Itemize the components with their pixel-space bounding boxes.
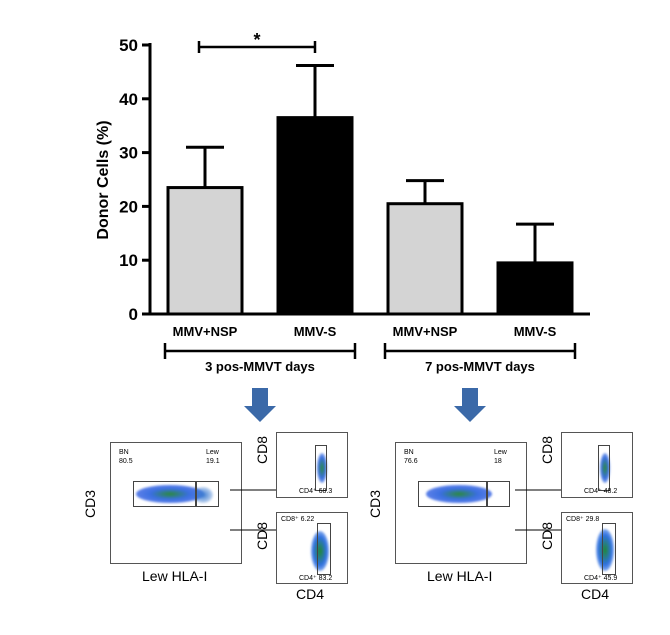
y-tick-label-10: 10 bbox=[119, 251, 138, 270]
facs-cluster bbox=[136, 485, 204, 503]
facs-gate-left bbox=[133, 481, 197, 507]
significance-label: * bbox=[253, 30, 260, 50]
gate-left-value: 76.6 bbox=[404, 458, 418, 465]
facs-bottom-xlabel: CD4 bbox=[581, 586, 610, 602]
gate-right-name: Lew bbox=[494, 449, 507, 456]
down-arrow-icon-right bbox=[454, 388, 486, 422]
bar-2 bbox=[276, 116, 354, 316]
facs-gate-cd4 bbox=[602, 523, 616, 575]
x-tick-label-3: MMV+NSP bbox=[393, 324, 458, 339]
y-axis-label: Donor Cells (%) bbox=[95, 120, 112, 239]
facs-gate-cd4 bbox=[598, 445, 610, 491]
facs-bottom-xlabel: CD4 bbox=[296, 586, 325, 602]
facs-cluster bbox=[426, 485, 492, 503]
facs-cluster bbox=[596, 529, 614, 571]
bar-4 bbox=[496, 261, 574, 316]
bottom-value-label: CD4⁺ 45.9 bbox=[584, 575, 618, 582]
facs-bottom-plot: CD8⁺ 6.22 CD4⁺ 83.2 bbox=[276, 512, 348, 584]
facs-cluster bbox=[193, 487, 213, 503]
facs-panel-2: CD3 BN 76.6 Lew 18 Lew HLA-I CD8 CD4⁺ 48… bbox=[365, 428, 635, 628]
facs-top-plot: CD4⁺ 68.3 bbox=[276, 432, 348, 498]
facs-bottom-ylabel: CD8 bbox=[539, 521, 555, 550]
group-label-1: 3 pos-MMVT days bbox=[205, 359, 315, 374]
axes-layer: MMV+NSP MMV-S MMV+NSP MMV-S 0 10 20 30 40 50 bbox=[119, 36, 590, 339]
top-value-label: CD4⁺ 68.3 bbox=[299, 488, 333, 495]
bars-layer bbox=[166, 63, 574, 316]
gate-left-name: BN bbox=[404, 449, 414, 456]
facs-main-ylabel: CD3 bbox=[367, 489, 383, 518]
bar-1 bbox=[166, 186, 244, 316]
gate-right-value: 18 bbox=[494, 458, 502, 465]
down-arrow-icon-left bbox=[244, 388, 276, 422]
gate-right-value: 19.1 bbox=[206, 458, 220, 465]
facs-cluster bbox=[317, 453, 327, 483]
facs-top-ylabel: CD8 bbox=[539, 435, 555, 464]
top-value-label: CD4⁺ 48.2 bbox=[584, 488, 618, 495]
facs-main-xlabel: Lew HLA-I bbox=[427, 568, 493, 584]
facs-gate-right bbox=[195, 481, 219, 507]
group-label-2: 7 pos-MMVT days bbox=[425, 359, 535, 374]
bar-3 bbox=[386, 202, 464, 316]
facs-cluster bbox=[600, 453, 610, 483]
facs-gate-cd4 bbox=[317, 523, 331, 575]
bottom-top-label: CD8⁺ 29.8 bbox=[566, 516, 600, 523]
facs-cluster bbox=[311, 531, 329, 571]
facs-main-plot: BN 80.5 Lew 19.1 bbox=[110, 442, 242, 564]
facs-main-ylabel: CD3 bbox=[82, 489, 98, 518]
x-tick-label-1: MMV+NSP bbox=[173, 324, 238, 339]
gate-right-name: Lew bbox=[206, 449, 219, 456]
significance-layer: * bbox=[197, 30, 317, 53]
y-tick-label-0: 0 bbox=[129, 305, 138, 324]
facs-bottom-ylabel: CD8 bbox=[254, 521, 270, 550]
y-tick-label-20: 20 bbox=[119, 197, 138, 216]
facs-bottom-plot: CD8⁺ 29.8 CD4⁺ 45.9 bbox=[561, 512, 633, 584]
facs-gate-cd4 bbox=[315, 445, 327, 491]
facs-top-ylabel: CD8 bbox=[254, 435, 270, 464]
bottom-top-label: CD8⁺ 6.22 bbox=[281, 516, 315, 523]
y-tick-label-30: 30 bbox=[119, 144, 138, 163]
gate-left-value: 80.5 bbox=[119, 458, 133, 465]
x-tick-label-2: MMV-S bbox=[294, 324, 337, 339]
x-tick-label-4: MMV-S bbox=[514, 324, 557, 339]
facs-main-plot: BN 76.6 Lew 18 bbox=[395, 442, 527, 564]
y-tick-label-40: 40 bbox=[119, 90, 138, 109]
facs-gate-right bbox=[486, 481, 510, 507]
bottom-value-label: CD4⁺ 83.2 bbox=[299, 575, 333, 582]
group-brackets-layer: 3 pos-MMVT days 7 pos-MMVT days bbox=[163, 343, 577, 374]
y-tick-label-50: 50 bbox=[119, 36, 138, 55]
bar-chart: Donor Cells (%) MMV+NSP MMV-S MMV+NSP MMV-S… bbox=[95, 30, 590, 374]
gate-left-name: BN bbox=[119, 449, 129, 456]
facs-panel-1: CD3 BN 80.5 Lew 19.1 Lew HLA-I CD8 CD4⁺ … bbox=[80, 428, 350, 628]
facs-main-xlabel: Lew HLA-I bbox=[142, 568, 208, 584]
facs-gate-left bbox=[418, 481, 488, 507]
facs-top-plot: CD4⁺ 48.2 bbox=[561, 432, 633, 498]
